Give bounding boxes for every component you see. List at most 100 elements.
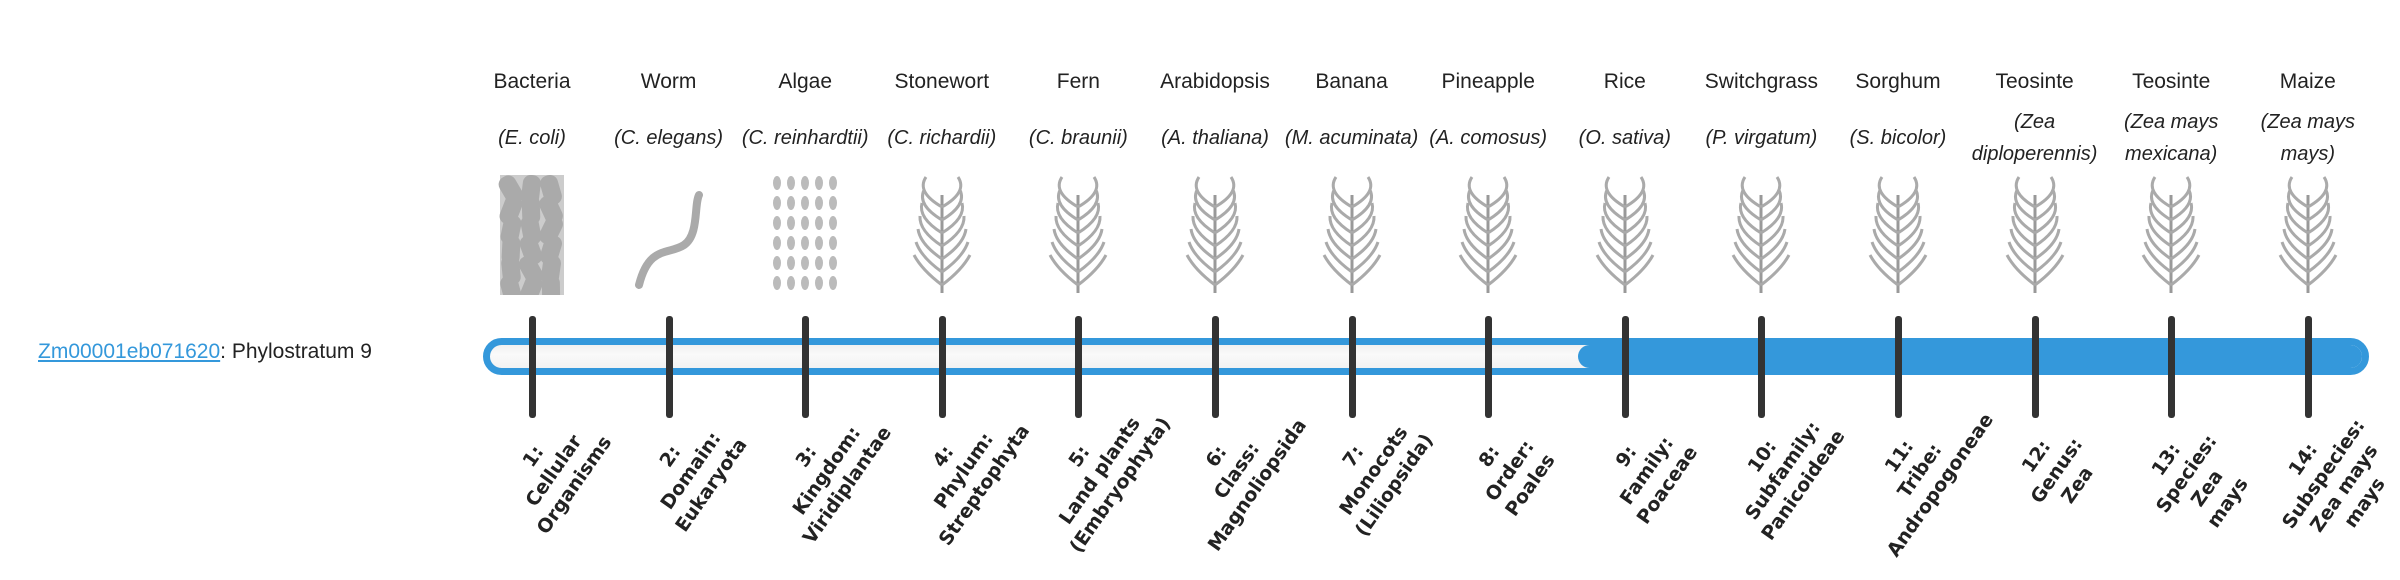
species-text: (P. virgatum) <box>1705 127 1818 149</box>
organism-name: Rice <box>1603 70 1646 93</box>
organism-species: (C. braunii) <box>1008 102 1148 174</box>
species-text: (C. elegans) <box>614 127 724 149</box>
organism-name: Switchgrass <box>1704 70 1818 93</box>
teosinte-icon <box>2121 175 2221 295</box>
rank-label: 5: Land plants (Embryophyta) <box>1021 380 1180 562</box>
rank-label: 7: Monocots (Liliopsida) <box>1294 380 1453 562</box>
rank-label: 4: Phylum: Streptophyta <box>885 380 1044 562</box>
banana-icon <box>1302 175 1402 295</box>
organism-species: (A. comosus) <box>1418 102 1558 174</box>
species-text: (Zea diploperennis) <box>1971 111 2098 165</box>
stratum-tick <box>1348 316 1356 418</box>
fern-icon <box>1028 175 1128 295</box>
organism-species: (S. bicolor) <box>1828 102 1968 174</box>
organism-species: (A. thaliana) <box>1145 102 1285 174</box>
organism-column: Stonewort (C. richardii) <box>872 66 1012 174</box>
species-text: (O. sativa) <box>1578 127 1671 149</box>
gene-label: Zm00001eb071620: Phylostratum 9 <box>38 340 372 364</box>
organism-name: Arabidopsis <box>1160 70 1270 93</box>
organism-column: Fern (C. braunii) <box>1008 66 1148 174</box>
organism-column: Sorghum (S. bicolor) <box>1828 66 1968 174</box>
organism-name: Worm <box>640 70 697 93</box>
stratum-tick <box>938 316 946 418</box>
rank-label: 3: Kingdom: Viridiplantae <box>748 380 907 562</box>
stonewort-icon <box>892 175 992 295</box>
stratum-tick <box>802 316 810 418</box>
rank-label: 9: Family: Poaceae <box>1568 380 1727 562</box>
sorghum-icon <box>1848 175 1948 295</box>
species-text: (Zea mays mexicana) <box>2123 111 2219 165</box>
species-text: (A. comosus) <box>1429 127 1548 149</box>
organism-column: Rice (O. sativa) <box>1555 66 1695 174</box>
species-text: (C. richardii) <box>887 127 997 149</box>
organism-species: (Zea diploperennis) <box>1965 102 2105 174</box>
organism-name: Teosinte <box>1995 70 2074 93</box>
organism-name: Sorghum <box>1855 70 1941 93</box>
pineapple-icon <box>1438 175 1538 295</box>
rank-label: 12: Genus: Zea <box>1977 380 2136 562</box>
organism-species: (E. coli) <box>462 102 602 174</box>
organism-name: Maize <box>2279 70 2336 93</box>
organism-name: Pineapple <box>1441 70 1535 93</box>
organism-column: Teosinte (Zea mays mexicana) <box>2101 66 2241 174</box>
species-text: (E. coli) <box>498 127 566 149</box>
bacteria-icon <box>482 174 582 306</box>
organism-column: Maize (Zea mays mays) <box>2238 66 2378 174</box>
species-text: (A. thaliana) <box>1161 127 1269 149</box>
arabidopsis-icon <box>1165 175 1265 295</box>
organism-species: (O. sativa) <box>1555 102 1695 174</box>
stratum-tick <box>1075 316 1083 418</box>
stratum-tick <box>1621 316 1629 418</box>
organism-column: Algae (C. reinhardtii) <box>735 66 875 174</box>
organism-column: Teosinte (Zea diploperennis) <box>1965 66 2105 174</box>
stratum-tick <box>529 316 536 418</box>
rank-label: 8: Order: Poales <box>1431 380 1590 562</box>
species-text: (Zea mays mays) <box>2260 111 2356 165</box>
rank-label: 10: Subfamily: Panicoideae <box>1704 380 1863 562</box>
organism-species: (C. richardii) <box>872 102 1012 174</box>
stratum-tick <box>665 316 673 418</box>
organism-column: Banana (M. acuminata) <box>1282 66 1422 174</box>
organism-species: (P. virgatum) <box>1691 102 1831 174</box>
stratum-tick <box>1485 316 1493 418</box>
switchgrass-icon <box>1711 175 1811 295</box>
phylostratum-bar <box>483 338 2369 375</box>
phylostratum-fill <box>1577 345 2362 368</box>
species-text: (M. acuminata) <box>1284 127 1419 149</box>
organism-species: (Zea mays mexicana) <box>2101 102 2241 174</box>
teosinte-icon <box>1985 175 2085 295</box>
phylostratum-text: : Phylostratum 9 <box>220 340 372 363</box>
gene-id-link[interactable]: Zm00001eb071620 <box>38 340 221 363</box>
stratum-tick <box>1758 316 1766 418</box>
maize-icon <box>2258 175 2358 295</box>
stratum-tick <box>2031 316 2039 418</box>
organism-name: Banana <box>1315 70 1388 93</box>
organism-column: Switchgrass (P. virgatum) <box>1691 66 1831 174</box>
organism-species: (C. elegans) <box>599 102 739 174</box>
stratum-tick <box>2304 316 2312 418</box>
species-text: (C. braunii) <box>1028 127 1128 149</box>
organism-column: Bacteria (E. coli) <box>462 66 602 174</box>
organism-species: (Zea mays mays) <box>2238 102 2378 174</box>
organism-column: Pineapple (A. comosus) <box>1418 66 1558 174</box>
species-text: (C. reinhardtii) <box>741 127 869 149</box>
stratum-tick <box>1895 316 1902 418</box>
species-text: (S. bicolor) <box>1849 127 1947 149</box>
organism-column: Arabidopsis (A. thaliana) <box>1145 66 1285 174</box>
organism-name: Fern <box>1056 70 1100 93</box>
stratum-tick <box>2168 316 2176 418</box>
rank-label: 6: Class: Magnoliopsida <box>1158 380 1317 562</box>
rank-label: 13: Species: Zea mays <box>2108 383 2287 580</box>
organism-species: (C. reinhardtii) <box>735 102 875 174</box>
organism-name: Bacteria <box>493 70 571 93</box>
algae-icon <box>755 175 855 295</box>
organism-column: Worm (C. elegans) <box>599 66 739 174</box>
organism-name: Teosinte <box>2132 70 2211 93</box>
rank-label: 14: Subspecies: Zea mays mays <box>2244 383 2400 580</box>
worm-icon <box>619 175 719 295</box>
stratum-tick <box>1212 316 1219 418</box>
organism-name: Algae <box>778 70 833 93</box>
organism-name: Stonewort <box>894 70 990 93</box>
rice-icon <box>1575 175 1675 295</box>
organism-species: (M. acuminata) <box>1282 102 1422 174</box>
